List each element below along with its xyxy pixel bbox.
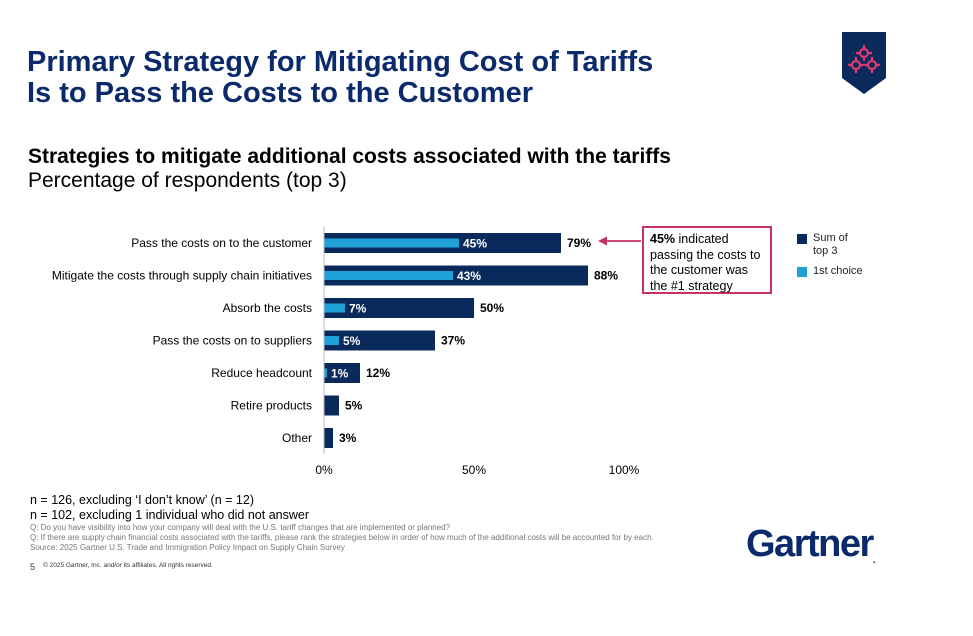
legend-item-sum-top-3: Sum of top 3 (797, 232, 863, 258)
page-title: Primary Strategy for Mitigating Cost of … (27, 47, 653, 109)
footnotes: n = 126, excluding ‘I don’t know’ (n = 1… (30, 493, 654, 553)
category-label-other: Other (282, 431, 312, 445)
sample-note-1: n = 126, excluding ‘I don’t know’ (n = 1… (30, 493, 254, 507)
category-label-pass-the-costs-on-to-the-customer: Pass the costs on to the customer (131, 236, 312, 250)
bar-top3-pass-the-costs-on-to-suppliers (324, 330, 435, 351)
bar-top3-other (324, 428, 333, 448)
sample-note-2: n = 102, excluding 1 individual who did … (30, 508, 310, 522)
value-label-top3-absorb-the-costs: 50% (480, 301, 504, 315)
category-label-pass-the-costs-on-to-suppliers: Pass the costs on to suppliers (153, 334, 312, 348)
chart-heading: Strategies to mitigate additional costs … (28, 145, 671, 168)
bar-first-choice-reduce-headcount (324, 368, 327, 378)
page-number: 5 (30, 562, 36, 572)
category-label-mitigate-the-costs-through-supply-chain-initiatives: Mitigate the costs through supply chain … (52, 269, 312, 283)
logo-text: Gartner (746, 523, 874, 565)
callout-box: 45% indicated passing the costs to the c… (642, 226, 772, 294)
callout-highlight: 45% (650, 232, 676, 246)
callout-arrow-head (598, 236, 607, 246)
legend-swatch-light (797, 267, 807, 277)
value-label-top3-retire-products: 5% (345, 399, 363, 413)
bar-top3-retire-products (324, 395, 339, 416)
value-label-top3-reduce-headcount: 12% (366, 366, 390, 380)
title-line-1: Primary Strategy for Mitigating Cost of … (27, 46, 654, 78)
value-label-top3-other: 3% (339, 431, 357, 445)
question-note-2: Q: If there are supply chain financial c… (30, 533, 654, 542)
page-footer: 5 © 2025 Gartner, Inc. and/or its affili… (30, 562, 213, 572)
title-line-2: Is to Pass the Costs to the Customer (27, 77, 533, 109)
bar-top3-mitigate-the-costs-through-supply-chain-initiatives (324, 265, 588, 286)
callout-text: indicated passing the costs to the custo… (650, 232, 761, 293)
chart-subheading: Percentage of respondents (top 3) (28, 169, 347, 192)
question-note-1: Q: Do you have visibility into how your … (30, 523, 451, 532)
legend-label-sum-top-3: Sum of top 3 (813, 232, 848, 257)
value-label-top3-mitigate-the-costs-through-supply-chain-initiatives: 88% (594, 269, 618, 283)
bar-first-choice-mitigate-the-costs-through-supply-chain-initiatives (324, 271, 453, 280)
value-label-first-choice-pass-the-costs-on-to-the-customer: 45% (463, 237, 487, 251)
gartner-logo: Gartner. (746, 523, 876, 566)
value-label-first-choice-pass-the-costs-on-to-suppliers: 5% (343, 334, 361, 348)
gears-icon (842, 32, 886, 94)
copyright-text: © 2025 Gartner, Inc. and/or its affiliat… (43, 562, 213, 569)
category-label-absorb-the-costs: Absorb the costs (223, 301, 312, 315)
bar-top3-reduce-headcount (324, 363, 360, 383)
value-label-first-choice-mitigate-the-costs-through-supply-chain-initiatives: 43% (457, 269, 481, 283)
source-note: Source: 2025 Gartner U.S. Trade and Immi… (30, 543, 345, 552)
legend-item-first-choice: 1st choice (797, 265, 863, 278)
bar-first-choice-pass-the-costs-on-to-the-customer (324, 238, 459, 248)
x-tick-label-50: 50% (462, 463, 486, 477)
bar-first-choice-absorb-the-costs (324, 303, 345, 313)
category-label-reduce-headcount: Reduce headcount (211, 366, 312, 380)
x-tick-label-100: 100% (609, 463, 640, 477)
legend-swatch-dark (797, 234, 807, 244)
bar-top3-absorb-the-costs (324, 298, 474, 318)
value-label-first-choice-reduce-headcount: 1% (331, 367, 349, 381)
bar-first-choice-pass-the-costs-on-to-suppliers (324, 336, 339, 345)
value-label-first-choice-absorb-the-costs: 7% (349, 302, 367, 316)
value-label-top3-pass-the-costs-on-to-the-customer: 79% (567, 236, 591, 250)
value-label-top3-pass-the-costs-on-to-suppliers: 37% (441, 334, 465, 348)
category-label-retire-products: Retire products (231, 399, 312, 413)
bar-chart: Pass the costs on to the customer 79% 45% M… (52, 227, 641, 477)
legend-label-first-choice: 1st choice (813, 265, 863, 277)
chart-legend: Sum of top 3 1st choice (797, 232, 863, 285)
chart-subtitle: Strategies to mitigate additional costs … (28, 145, 671, 193)
x-tick-label-0: 0% (315, 463, 333, 477)
